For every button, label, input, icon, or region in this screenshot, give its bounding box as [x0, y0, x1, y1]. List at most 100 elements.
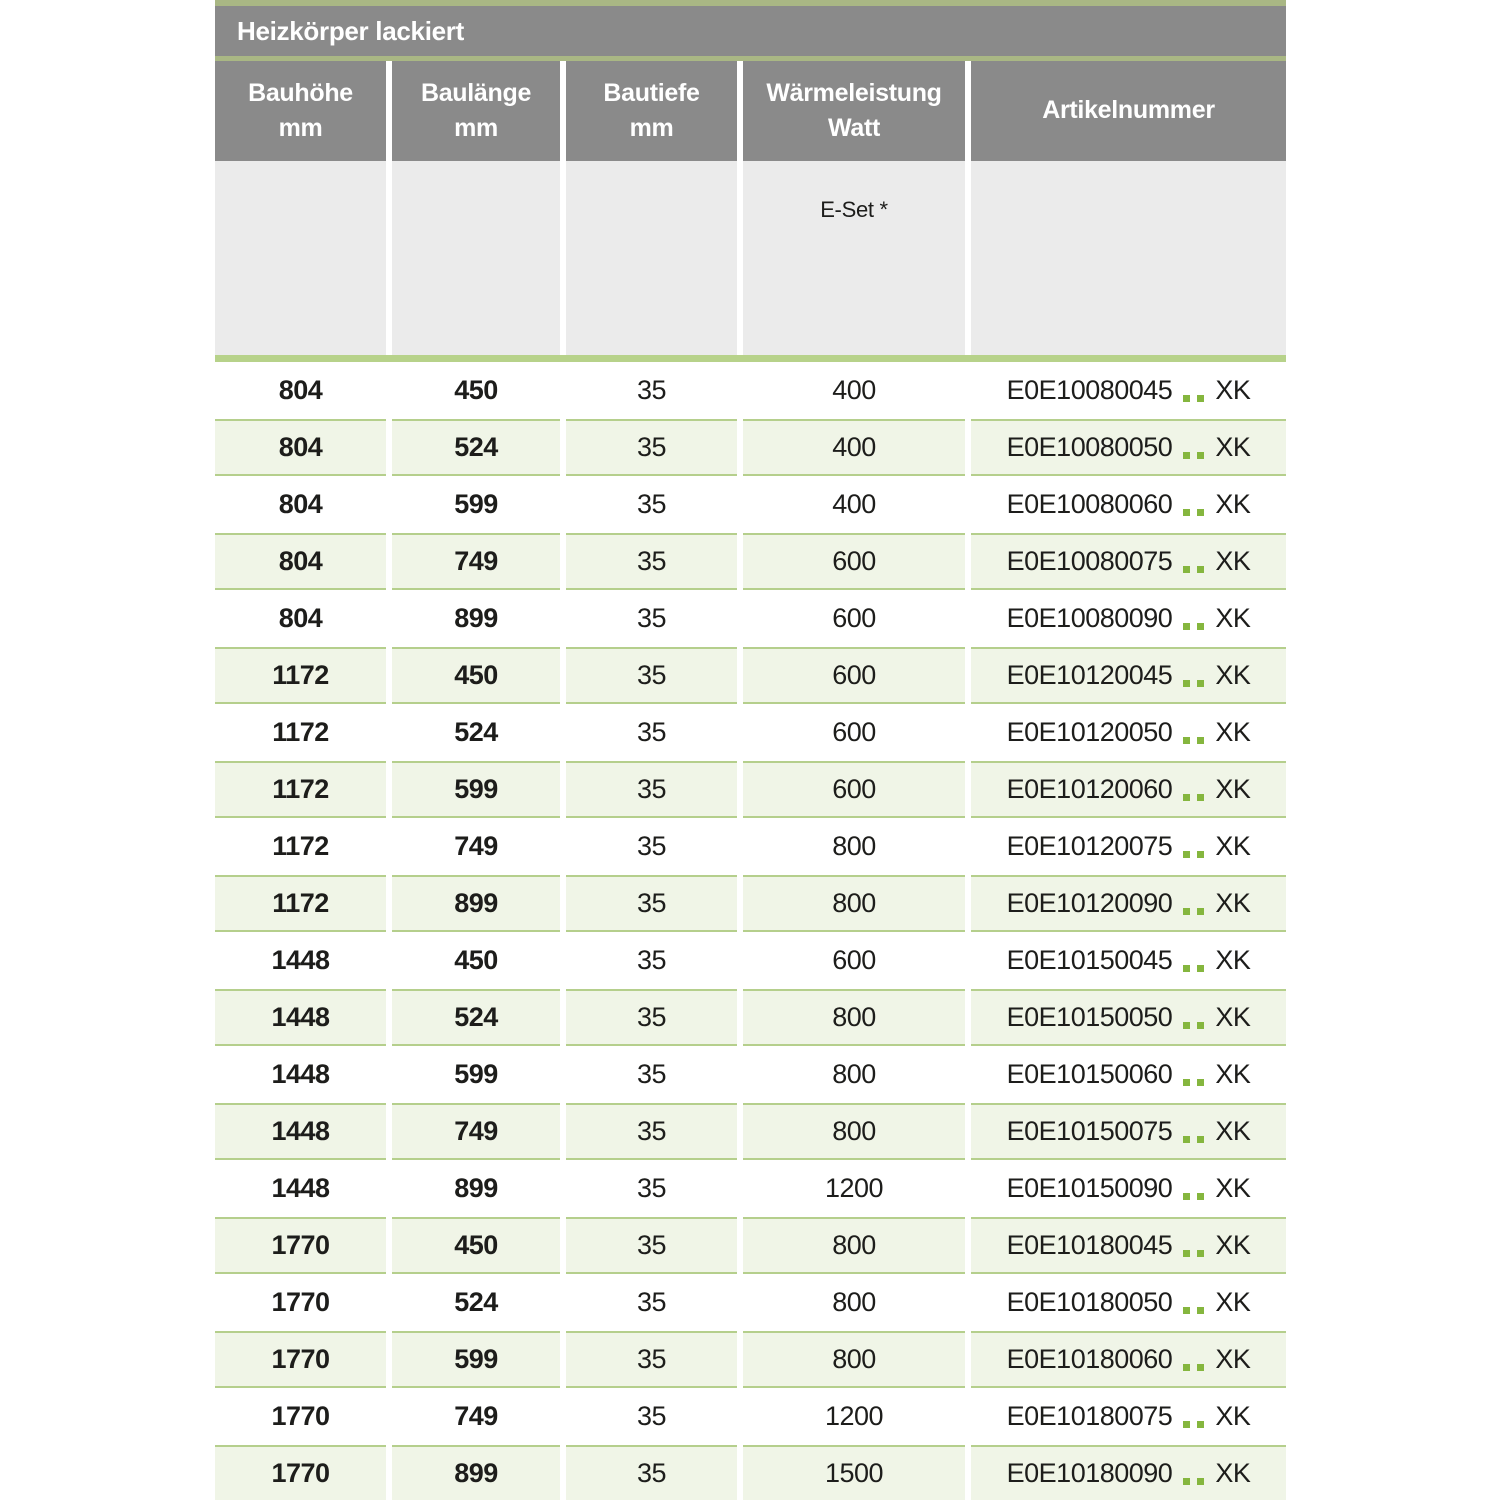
cell-baulaenge: 899	[392, 1160, 560, 1217]
placeholder-dot-icon	[1183, 509, 1191, 516]
artikelnummer-suffix: XK	[1215, 717, 1251, 747]
cell-bautiefe: 35	[566, 590, 737, 647]
cell-bauhoehe: 804	[215, 590, 386, 647]
cell-baulaenge: 450	[392, 932, 560, 989]
placeholder-dot-icon	[1197, 452, 1205, 459]
cell-bauhoehe: 804	[215, 476, 386, 533]
placeholder-dot-icon	[1197, 1022, 1205, 1029]
placeholder-dot-icon	[1183, 965, 1191, 972]
cell-waermeleistung: 800	[743, 1046, 965, 1103]
artikelnummer-prefix: E0E10080090	[1006, 603, 1173, 633]
placeholder-dot-icon	[1197, 566, 1205, 573]
placeholder-dot-icon	[1183, 1421, 1191, 1428]
artikelnummer-suffix: XK	[1215, 489, 1251, 519]
artikelnummer-suffix: XK	[1215, 888, 1251, 918]
cell-baulaenge: 524	[392, 419, 560, 476]
placeholder-dot-icon	[1183, 1478, 1191, 1485]
artikelnummer-prefix: E0E10120060	[1006, 774, 1173, 804]
column-unit: Watt	[827, 113, 881, 142]
placeholder-dot-icon	[1183, 1022, 1191, 1029]
table-top-accent-line	[215, 0, 1286, 6]
artikelnummer-suffix: XK	[1215, 1230, 1251, 1260]
cell-bautiefe: 35	[566, 1160, 737, 1217]
cell-bauhoehe: 1770	[215, 1388, 386, 1445]
cell-waermeleistung: 800	[743, 989, 965, 1046]
cell-artikelnummer: E0E10120060 XK	[971, 761, 1286, 818]
placeholder-dot-icon	[1197, 1421, 1205, 1428]
column-header-bauhoehe: Bauhöhe mm	[215, 61, 386, 161]
artikelnummer-prefix: E0E10150045	[1006, 945, 1173, 975]
table-row: 1770 599 35 800 E0E10180060 XK	[215, 1331, 1286, 1388]
placeholder-dot-icon	[1197, 1307, 1205, 1314]
cell-artikelnummer: E0E10180045 XK	[971, 1217, 1286, 1274]
cell-baulaenge: 599	[392, 761, 560, 818]
cell-bautiefe: 35	[566, 875, 737, 932]
header-row: Bauhöhe mm Baulänge mm Bautiefe mm Wärme…	[215, 61, 1286, 161]
cell-baulaenge: 599	[392, 476, 560, 533]
artikelnummer-prefix: E0E10150090	[1006, 1173, 1173, 1203]
artikelnummer-prefix: E0E10180090	[1006, 1458, 1173, 1488]
artikelnummer-suffix: XK	[1215, 1059, 1251, 1089]
artikelnummer-suffix: XK	[1215, 1458, 1251, 1488]
placeholder-dot-icon	[1183, 908, 1191, 915]
artikelnummer-prefix: E0E10120050	[1006, 717, 1173, 747]
cell-baulaenge: 749	[392, 818, 560, 875]
placeholder-dot-icon	[1197, 1193, 1205, 1200]
column-unit: mm	[278, 113, 323, 142]
placeholder-dot-icon	[1183, 680, 1191, 687]
cell-bauhoehe: 1448	[215, 1046, 386, 1103]
table-row: 1770 899 35 1500 E0E10180090 XK	[215, 1445, 1286, 1500]
table-row: 804 899 35 600 E0E10080090 XK	[215, 590, 1286, 647]
cell-baulaenge: 899	[392, 590, 560, 647]
artikelnummer-suffix: XK	[1215, 1116, 1251, 1146]
subheader-row: E-Set *	[215, 161, 1286, 355]
placeholder-dot-icon	[1183, 851, 1191, 858]
artikelnummer-prefix: E0E10180060	[1006, 1344, 1173, 1374]
cell-artikelnummer: E0E10120075 XK	[971, 818, 1286, 875]
placeholder-dot-icon	[1197, 623, 1205, 630]
placeholder-dot-icon	[1197, 1478, 1205, 1485]
cell-waermeleistung: 800	[743, 1274, 965, 1331]
cell-bautiefe: 35	[566, 932, 737, 989]
table-title-bar: Heizkörper lackiert	[215, 6, 1286, 56]
table-row: 1448 450 35 600 E0E10150045 XK	[215, 932, 1286, 989]
placeholder-dot-icon	[1197, 1079, 1205, 1086]
table-row: 1172 450 35 600 E0E10120045 XK	[215, 647, 1286, 704]
table-row: 804 599 35 400 E0E10080060 XK	[215, 476, 1286, 533]
artikelnummer-prefix: E0E10180045	[1006, 1230, 1173, 1260]
cell-bauhoehe: 1448	[215, 932, 386, 989]
table-row: 1770 749 35 1200 E0E10180075 XK	[215, 1388, 1286, 1445]
cell-bauhoehe: 1770	[215, 1274, 386, 1331]
artikelnummer-suffix: XK	[1215, 1344, 1251, 1374]
cell-baulaenge: 450	[392, 362, 560, 419]
table-row: 1448 599 35 800 E0E10150060 XK	[215, 1046, 1286, 1103]
table-row: 1172 749 35 800 E0E10120075 XK	[215, 818, 1286, 875]
cell-artikelnummer: E0E10180090 XK	[971, 1445, 1286, 1500]
artikelnummer-prefix: E0E10150060	[1006, 1059, 1173, 1089]
product-table: Heizkörper lackiert Bauhöhe mm Baulänge …	[215, 0, 1286, 1500]
subheader-cell-waermeleistung: E-Set *	[743, 161, 965, 355]
cell-bautiefe: 35	[566, 761, 737, 818]
table-row: 804 450 35 400 E0E10080045 XK	[215, 362, 1286, 419]
placeholder-dot-icon	[1183, 1364, 1191, 1371]
eset-label: E-Set *	[820, 197, 888, 222]
placeholder-dot-icon	[1183, 1307, 1191, 1314]
column-unit: mm	[629, 113, 674, 142]
cell-bautiefe: 35	[566, 989, 737, 1046]
cell-baulaenge: 524	[392, 1274, 560, 1331]
placeholder-dot-icon	[1197, 1364, 1205, 1371]
artikelnummer-suffix: XK	[1215, 774, 1251, 804]
cell-waermeleistung: 800	[743, 1331, 965, 1388]
artikelnummer-prefix: E0E10080045	[1006, 375, 1173, 405]
cell-baulaenge: 599	[392, 1046, 560, 1103]
placeholder-dot-icon	[1183, 737, 1191, 744]
cell-artikelnummer: E0E10080075 XK	[971, 533, 1286, 590]
artikelnummer-prefix: E0E10150050	[1006, 1002, 1173, 1032]
cell-waermeleistung: 600	[743, 932, 965, 989]
cell-artikelnummer: E0E10150060 XK	[971, 1046, 1286, 1103]
cell-bauhoehe: 1770	[215, 1217, 386, 1274]
subheader-cell-baulaenge	[392, 161, 560, 355]
cell-waermeleistung: 600	[743, 533, 965, 590]
table-row: 1172 524 35 600 E0E10120050 XK	[215, 704, 1286, 761]
placeholder-dot-icon	[1197, 965, 1205, 972]
